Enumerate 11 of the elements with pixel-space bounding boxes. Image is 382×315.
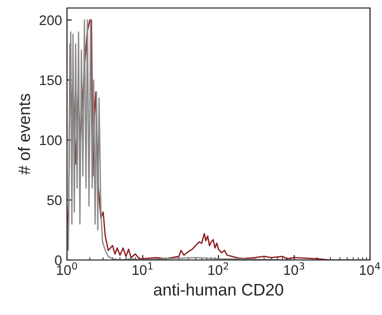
y-tick-label: 100 xyxy=(40,135,62,146)
y-tick-label: 50 xyxy=(47,195,62,206)
y-tick-label: 0 xyxy=(54,255,62,266)
x-tick-label: 10$^{3}$ xyxy=(284,262,304,275)
y-tick-label: 150 xyxy=(40,75,62,86)
y-tick-label: 200 xyxy=(40,15,62,26)
x-tick-label: 10$^{2}$ xyxy=(208,262,228,275)
x-tick-label: 10$^{1}$ xyxy=(132,262,153,275)
x-tick-label: 10$^{4}$ xyxy=(360,262,380,275)
x-axis-title: anti-human CD20 xyxy=(154,283,284,296)
y-axis-title: # of events xyxy=(18,94,30,175)
